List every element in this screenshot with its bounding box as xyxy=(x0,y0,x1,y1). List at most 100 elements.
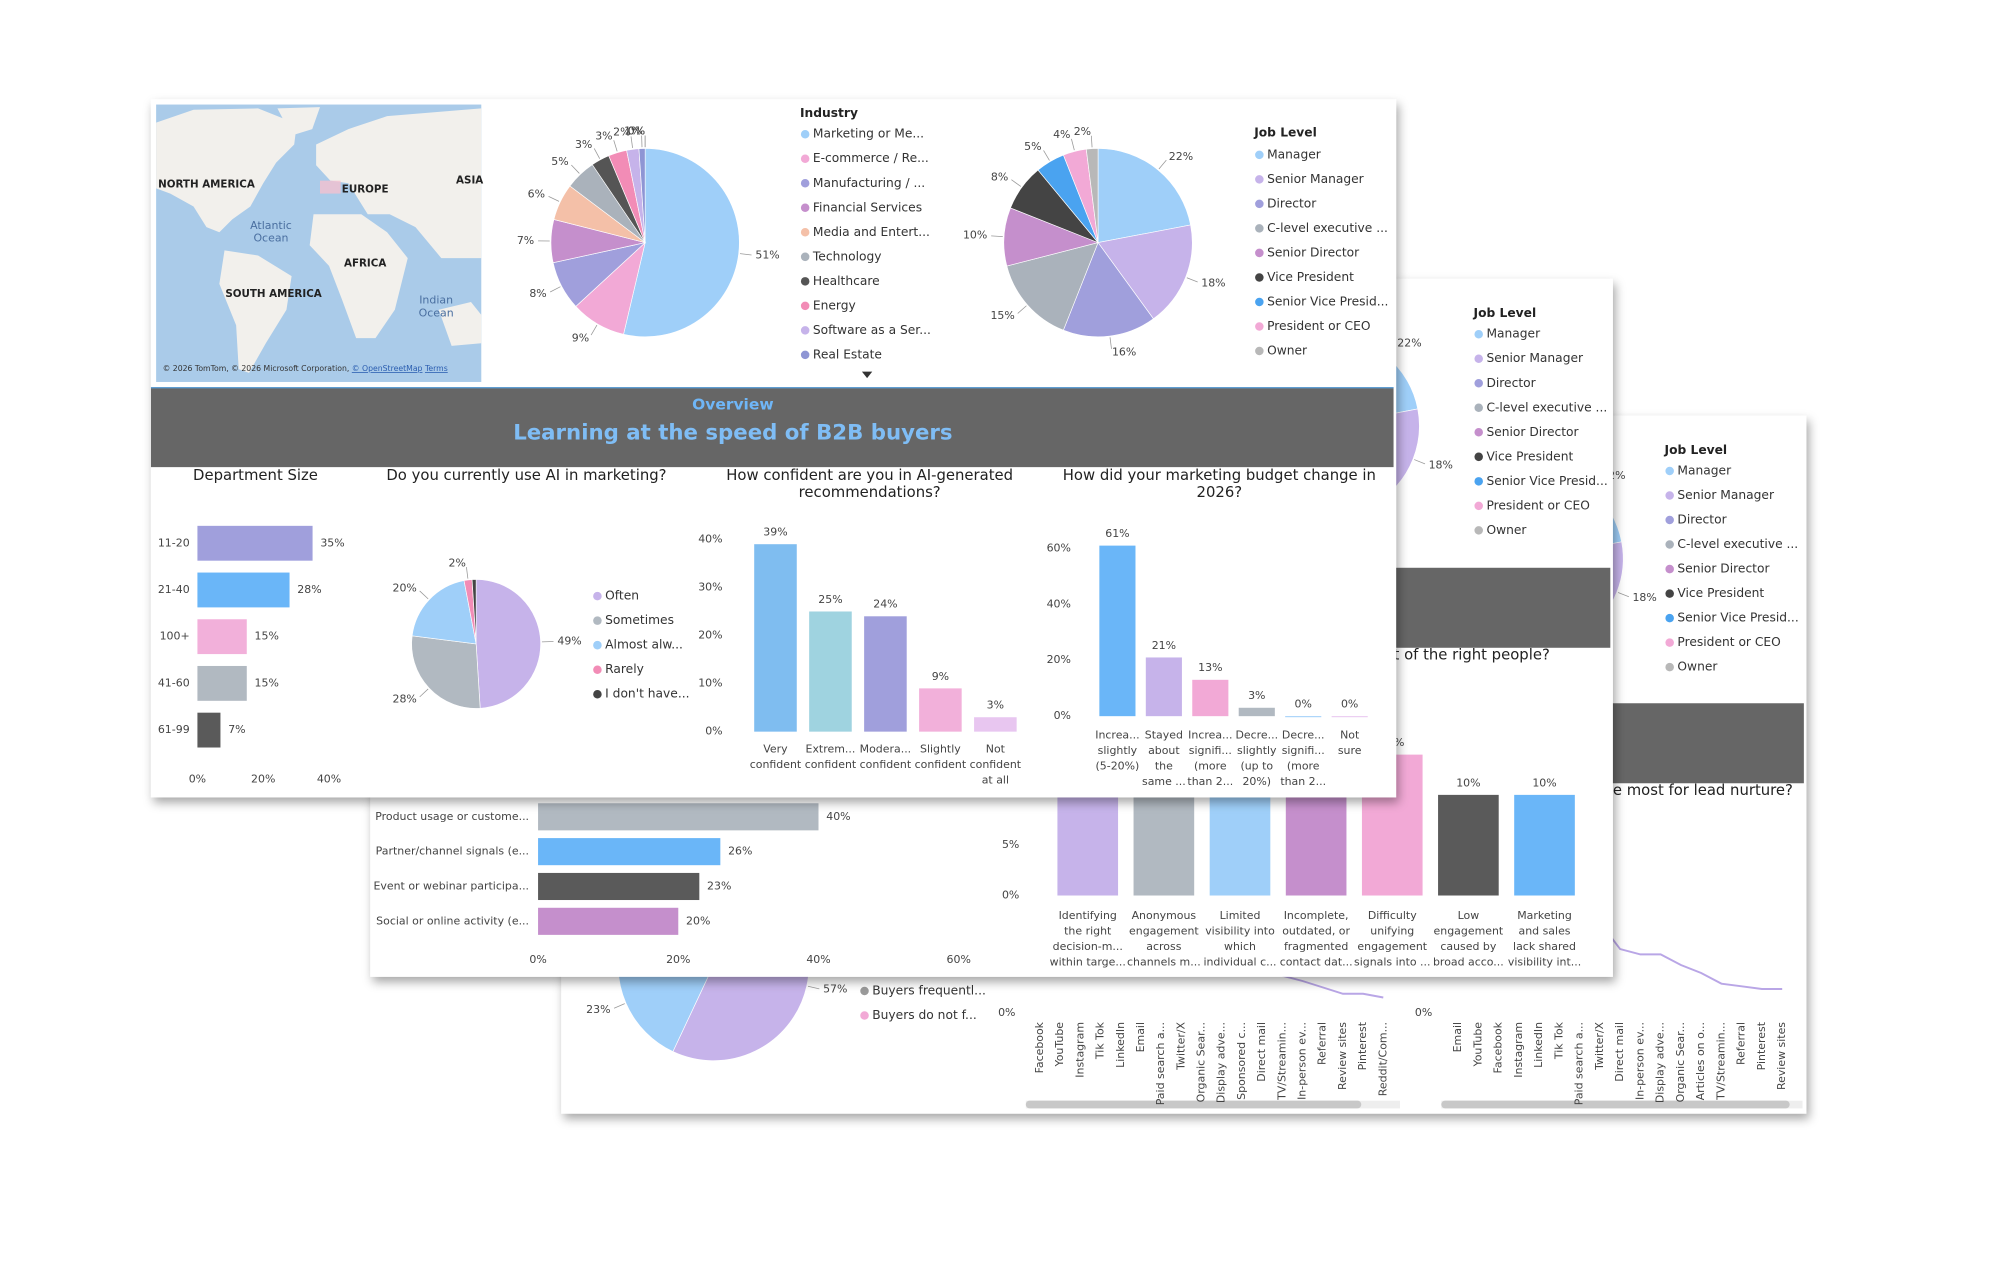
x-tick-label: Anonymous engagement across channels m... xyxy=(1127,909,1201,968)
x-tick-label: Organic Sear... xyxy=(1674,1022,1687,1102)
legend-marker xyxy=(860,986,869,996)
y-tick-label: 40% xyxy=(1047,597,1071,610)
text-line: Incomplete, xyxy=(1284,909,1349,922)
legend-marker xyxy=(1255,273,1264,282)
data-label: 24% xyxy=(873,598,897,611)
legend-marker xyxy=(860,1011,869,1020)
text-line: than 2... xyxy=(1187,775,1233,788)
text-line: 20%) xyxy=(1242,775,1271,788)
legend-marker xyxy=(593,616,602,625)
legend-scroll-arrow[interactable] xyxy=(861,371,873,379)
bar xyxy=(197,525,313,561)
legend-marker xyxy=(1474,354,1483,364)
legend-label: Energy xyxy=(813,298,856,312)
data-label: 51% xyxy=(755,248,779,261)
legend-title: Job Level xyxy=(1473,306,1537,320)
data-label: 3% xyxy=(1248,689,1265,702)
x-tick-label: 0% xyxy=(529,953,546,966)
legend-label: Senior Vice Presid... xyxy=(1677,611,1798,625)
x-tick-label: Twitter/X xyxy=(1174,1021,1187,1070)
data-label: 4% xyxy=(1053,128,1070,141)
text-line: at all xyxy=(982,774,1009,787)
y-tick-label: 21-40 xyxy=(158,583,190,596)
legend-label: Buyers do not f... xyxy=(872,1008,977,1022)
bar xyxy=(919,688,962,732)
x-tick-label: In-person ev... xyxy=(1296,1022,1309,1100)
header-band xyxy=(150,387,1394,468)
legend-label: Sometimes xyxy=(605,613,674,627)
legend-label: Senior Vice Presid... xyxy=(1486,474,1607,488)
data-label: 61% xyxy=(1105,527,1129,540)
chart: 0% 20% 40% 35% 11-20 28% 21-40 15% 100+ 15% 41-60 7… xyxy=(158,467,345,785)
legend-label: Senior Manager xyxy=(1267,172,1365,186)
leader-line xyxy=(630,136,633,149)
y-tick-label: Social or online activity (e... xyxy=(376,914,529,927)
data-label: 39% xyxy=(763,526,787,539)
data-label: 2% xyxy=(1074,125,1091,138)
text-line: confident xyxy=(970,758,1022,771)
legend-label: Manager xyxy=(1486,327,1541,341)
scrollbar[interactable] xyxy=(1025,1100,1362,1109)
legend-label: E-commerce / Re... xyxy=(813,151,929,165)
x-tick-label: Referral xyxy=(1316,1022,1329,1065)
map-label: SOUTH AMERICA xyxy=(225,288,321,300)
bar xyxy=(1192,679,1229,717)
leader-line xyxy=(613,1003,625,1009)
text-line: Stayed xyxy=(1145,729,1183,742)
legend-label: Financial Services xyxy=(813,200,922,214)
y-tick-label: 40% xyxy=(698,532,722,545)
x-tick-label: Tik Tok xyxy=(1094,1021,1107,1060)
legend-marker xyxy=(1255,346,1264,356)
data-label: 35% xyxy=(320,536,344,549)
legend-label: Marketing or Me... xyxy=(813,127,924,141)
data-label: 18% xyxy=(1429,458,1453,471)
chart: 0% Email YouTube Facebook Instagram LinkedIn T… xyxy=(1415,782,1793,1105)
map-label: AFRICA xyxy=(344,257,386,269)
legend-label: Healthcare xyxy=(813,274,880,288)
legend-marker xyxy=(1665,540,1674,549)
legend-label: Almost alw... xyxy=(605,638,683,652)
text-line: Indian xyxy=(419,294,453,307)
pie-slice xyxy=(1097,148,1191,244)
text-line: Increa... xyxy=(1188,729,1232,742)
legend-label: Manager xyxy=(1267,147,1322,161)
legend-label: President or CEO xyxy=(1486,498,1589,512)
text-line: which xyxy=(1224,940,1256,953)
x-tick-label: Decre... slightly (up to 20%) xyxy=(1235,729,1278,788)
leader-line xyxy=(1017,305,1027,314)
legend-marker xyxy=(1665,589,1674,598)
attribution-link[interactable]: © OpenStreetMap xyxy=(352,364,423,373)
pie-slice xyxy=(411,580,477,645)
scrollbar[interactable] xyxy=(1441,1100,1790,1109)
pie-slice xyxy=(475,579,541,709)
x-tick-label: Instagram xyxy=(1073,1022,1086,1078)
text-line: Decre... xyxy=(1282,729,1325,742)
attribution: © 2026 TomTom, © 2026 Microsoft Corporat… xyxy=(163,364,350,373)
x-tick-label: LinkedIn xyxy=(1114,1022,1127,1068)
terms-link[interactable]: Terms xyxy=(424,364,448,373)
x-tick-label: Facebook xyxy=(1492,1021,1505,1073)
x-tick-label: Not sure xyxy=(1338,729,1362,757)
leader-line xyxy=(419,590,429,600)
bar xyxy=(1514,794,1575,896)
bar xyxy=(1331,716,1368,718)
x-tick-label: Low engagement caused by broad acco... xyxy=(1433,909,1504,968)
legend-marker xyxy=(1255,150,1264,160)
data-label: 1% xyxy=(624,125,641,138)
x-tick-label: Instagram xyxy=(1512,1022,1525,1078)
y-tick-label: 0% xyxy=(998,1006,1015,1019)
legend-marker xyxy=(1665,662,1674,672)
x-tick-label: Modera... confident xyxy=(860,743,912,771)
pie-slice xyxy=(411,635,481,709)
legend-title: Industry xyxy=(800,106,858,120)
text-line: about xyxy=(1148,744,1180,757)
chart-title: Department Size xyxy=(193,467,318,484)
legend-label: Owner xyxy=(1267,344,1308,358)
bar xyxy=(809,611,852,732)
legend-marker xyxy=(1474,477,1483,486)
x-tick-label: 60% xyxy=(947,953,971,966)
data-label: 16% xyxy=(1112,346,1136,359)
x-tick-label: Increa... signifi... (more than 2... xyxy=(1187,729,1233,788)
